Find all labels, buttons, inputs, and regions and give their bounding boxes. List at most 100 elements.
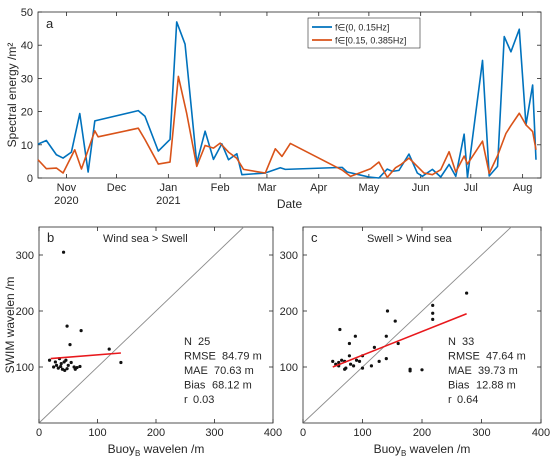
stat-label: r [184,394,188,406]
data-point [59,362,63,366]
legend-box [307,17,421,49]
y-tick-label: 30 [21,73,33,85]
data-point [354,358,359,362]
panel-title: Swell > Wind sea [367,233,453,245]
x-tick-label: 100 [88,427,106,439]
data-point [54,363,59,367]
x-tick-label: 300 [472,427,490,439]
plot-area-c [302,226,542,424]
data-point [431,317,435,321]
y-tick-label: 300 [16,250,34,262]
fit-line [50,352,121,360]
x-axis-label: Date [277,197,303,211]
data-point [340,358,344,362]
stat-value: 0.64 [457,394,478,406]
x-axis-label-sub: B [401,449,406,458]
x-tick-label: Jan [159,182,177,194]
data-point [52,365,56,369]
x-axis-label-sub: B [135,449,140,458]
data-point [64,358,68,362]
stat-label: r [448,394,452,406]
y-tick-label: 100 [280,362,298,374]
data-point [343,367,347,371]
data-point [372,345,376,349]
panel-letter: a [46,16,54,31]
x-axis-label-suffix: wavelen /m [406,442,470,456]
data-point [63,368,67,372]
stat-value: 33 [462,336,474,348]
data-point [377,359,381,363]
stat-label: MAE [184,365,208,377]
panel-letter: c [311,230,318,245]
x-tick-label: 100 [353,427,371,439]
x-tick-label: Jun [412,182,430,194]
y-tick-label: 200 [16,306,34,318]
x-axis-label-main: Buoy [374,442,401,456]
x-tick-label: 0 [36,427,42,439]
data-point [56,366,60,370]
data-point [384,334,388,338]
stat-value: 68.12 m [212,380,252,392]
legend-label: f∈[0.15, 0.385Hz] [335,36,406,46]
y-tick-label: 100 [16,362,34,374]
stat-value: 0.03 [193,394,214,406]
stat-label: N [184,336,192,348]
x-tick-sublabel: 2020 [54,195,78,207]
y-tick-label: 10 [21,140,33,152]
data-point [59,364,63,369]
data-point [78,364,82,369]
x-axis-label: BuoyB wavelen /m [374,442,471,458]
legend-label: f∈(0, 0.15Hz] [335,23,389,33]
stat-value: 47.64 m [486,351,526,363]
x-tick-label: 200 [147,427,165,439]
stat-value: 12.88 m [476,380,516,392]
data-point [107,347,111,351]
plot-area-b [38,226,274,424]
panel-title: Wind sea > Swell [103,233,188,245]
data-point [61,250,66,254]
x-tick-label: Jul [464,182,478,194]
data-point [369,364,374,368]
data-point [349,362,353,366]
data-point [351,364,356,368]
data-point [331,359,335,363]
data-point [53,360,57,364]
x-tick-label: Mar [257,182,276,194]
y-tick-label: 0 [27,173,33,185]
data-point [384,357,388,361]
stat-value: 84.79 m [222,351,262,363]
data-point [69,360,73,365]
x-axis-label-main: Buoy [108,442,135,456]
stat-label: Bias [448,380,470,392]
data-point [338,327,342,332]
y-axis-label: Spectral energy /m² [5,43,19,148]
data-point [420,368,424,372]
x-tick-label: 300 [205,427,223,439]
data-point [353,334,357,338]
x-tick-label: 200 [413,427,431,439]
data-point [385,309,390,313]
panel-letter: b [47,230,54,245]
x-tick-label: May [358,182,379,194]
panel-b: 0 100 200 300 400 100 200 300 b Wind sea > Swell N… [3,226,282,458]
stat-label: Bias [184,380,206,392]
data-point [119,360,123,365]
y-tick-label: 200 [280,306,298,318]
data-point [357,359,362,363]
stat-value: 39.73 m [478,365,518,377]
x-tick-sublabel: 2021 [156,195,180,207]
stat-label: RMSE [184,351,216,363]
x-tick-label: 400 [264,427,282,439]
panel-c: 0 100 200 300 400 100 200 300 c Swell > Wind sea N… [280,226,550,458]
stat-label: MAE [448,365,472,377]
data-point [75,365,79,370]
stat-value: 25 [198,336,210,348]
data-point [79,329,83,333]
data-point [396,341,400,346]
x-tick-label: Feb [211,182,230,194]
data-point [360,366,365,370]
y-tick-label: 40 [21,40,33,52]
series-line-0 [37,21,537,179]
